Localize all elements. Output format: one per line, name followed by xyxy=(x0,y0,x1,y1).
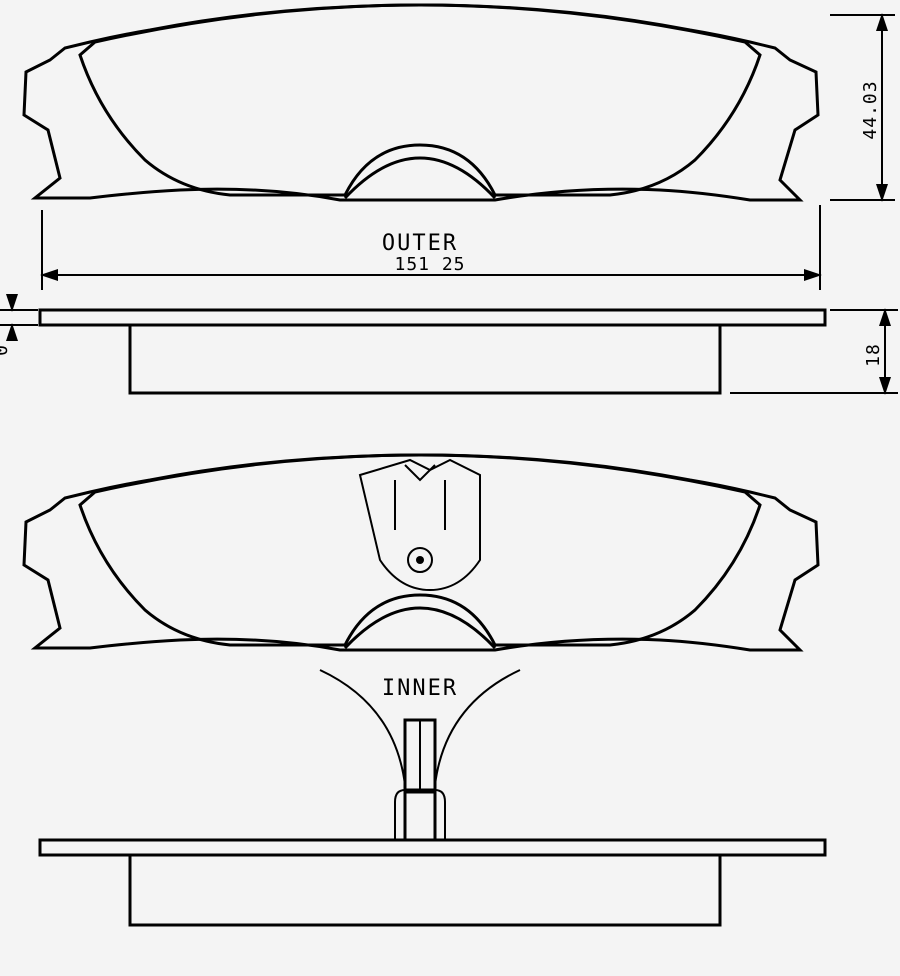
plate-thickness-dim: 0 xyxy=(0,344,12,356)
outer-label: OUTER xyxy=(382,231,458,256)
inner-face-view: INNER xyxy=(24,455,818,790)
width-dimension: 151 25 xyxy=(394,254,465,275)
overall-thickness-dim: 18 xyxy=(863,343,884,367)
outer-face-view: OUTER 151 25 44.03 xyxy=(24,5,895,290)
inner-side-view xyxy=(40,790,825,925)
wear-indicator xyxy=(360,460,480,590)
height-dimension: 44.03 xyxy=(860,80,881,139)
outer-side-view: 0 18 xyxy=(0,298,898,393)
inner-label: INNER xyxy=(382,676,458,701)
